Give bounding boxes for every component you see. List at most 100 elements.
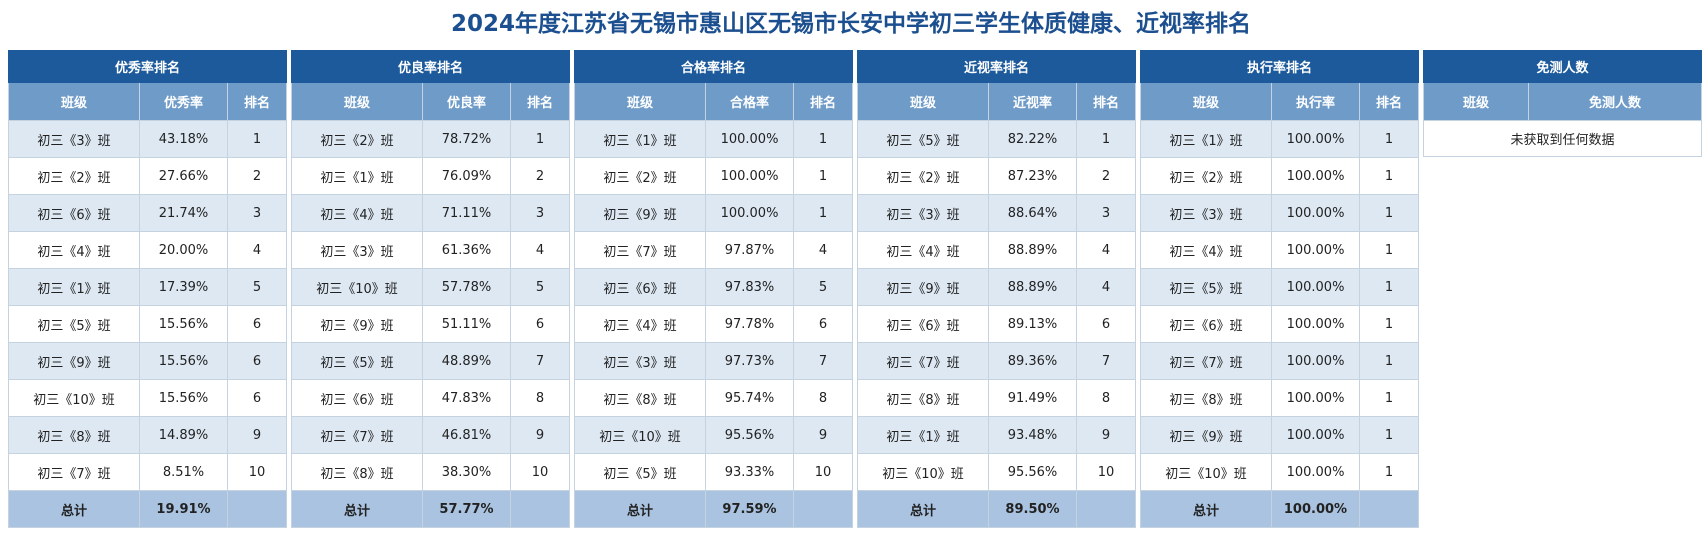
myopia-rate-caption: 近视率排名 [856,50,1137,83]
total-label: 总计 [8,490,140,528]
class-cell: 初三《4》班 [857,231,989,269]
class-cell: 初三《1》班 [574,120,706,158]
rate-cell: 51.11% [422,305,511,343]
table-row: 初三《10》班 95.56% 9 [574,416,854,454]
total-value: 19.91% [139,490,228,528]
column-header-rate: 合格率 [705,82,794,121]
rank-cell: 9 [226,416,288,454]
table-row: 初三《4》班 88.89% 4 [857,231,1137,269]
rank-cell: 6 [509,305,571,343]
table-row: 初三《5》班 100.00% 1 [1140,268,1420,306]
class-cell: 初三《6》班 [8,194,140,232]
execution-rate-panel: 执行率排名 班级 执行率 排名 初三《1》班 100.00% 1 初三《2》班 100… [1139,50,1420,528]
rank-cell: 1 [1358,453,1420,491]
rate-cell: 57.78% [422,268,511,306]
rate-cell: 20.00% [139,231,228,269]
table-row: 初三《7》班 100.00% 1 [1140,342,1420,380]
rate-cell: 100.00% [1271,194,1360,232]
table-row: 初三《10》班 15.56% 6 [8,379,288,417]
class-cell: 初三《6》班 [574,268,706,306]
empty-message: 未获取到任何数据 [1422,120,1702,157]
rank-cell: 1 [509,120,571,158]
rank-cell: 2 [1075,157,1137,195]
rate-cell: 43.18% [139,120,228,158]
class-cell: 初三《2》班 [1140,157,1272,195]
rank-cell: 2 [509,157,571,195]
rank-cell: 1 [1075,120,1137,158]
total-value: 100.00% [1271,490,1360,528]
class-cell: 初三《7》班 [8,453,140,491]
class-cell: 初三《10》班 [1140,453,1272,491]
rank-cell: 1 [1358,379,1420,417]
class-cell: 初三《9》班 [1140,416,1272,454]
class-cell: 初三《10》班 [574,416,706,454]
table-row: 初三《8》班 38.30% 10 [291,453,571,491]
class-cell: 初三《10》班 [291,268,423,306]
rate-cell: 100.00% [1271,231,1360,269]
class-cell: 初三《2》班 [574,157,706,195]
class-cell: 初三《2》班 [857,157,989,195]
table-row: 初三《2》班 100.00% 1 [574,157,854,195]
class-cell: 初三《4》班 [8,231,140,269]
exempt-count-table: 免测人数 班级 免测人数 未获取到任何数据 [1422,50,1702,157]
rank-cell: 4 [1075,231,1137,269]
total-row: 总计 89.50% [857,490,1137,528]
rate-cell: 95.74% [705,379,794,417]
column-header-rank: 排名 [509,82,571,121]
column-header-class: 班级 [857,82,989,121]
class-cell: 初三《7》班 [857,342,989,380]
table-row: 初三《4》班 97.78% 6 [574,305,854,343]
class-cell: 初三《5》班 [291,342,423,380]
rank-cell: 9 [792,416,854,454]
rank-cell: 6 [226,379,288,417]
table-row: 初三《1》班 100.00% 1 [1140,120,1420,158]
rate-cell: 38.30% [422,453,511,491]
class-cell: 初三《8》班 [1140,379,1272,417]
class-cell: 初三《9》班 [574,194,706,232]
rank-cell: 6 [226,305,288,343]
class-cell: 初三《7》班 [291,416,423,454]
column-header-class: 班级 [291,82,423,121]
class-cell: 初三《7》班 [574,231,706,269]
rate-cell: 93.33% [705,453,794,491]
table-row: 初三《10》班 100.00% 1 [1140,453,1420,491]
total-row: 总计 19.91% [8,490,288,528]
rate-cell: 100.00% [1271,120,1360,158]
total-rank-blank [509,490,571,528]
rank-cell: 1 [1358,231,1420,269]
myopia-rate-panel: 近视率排名 班级 近视率 排名 初三《5》班 82.22% 1 初三《2》班 87.2… [856,50,1137,528]
total-rank-blank [792,490,854,528]
total-row: 总计 97.59% [574,490,854,528]
rate-cell: 100.00% [705,157,794,195]
total-label: 总计 [857,490,989,528]
table-row: 初三《7》班 8.51% 10 [8,453,288,491]
rate-cell: 15.56% [139,379,228,417]
rank-cell: 5 [226,268,288,306]
table-row: 初三《9》班 100.00% 1 [574,194,854,232]
rate-cell: 100.00% [1271,305,1360,343]
rate-cell: 88.64% [988,194,1077,232]
class-cell: 初三《3》班 [1140,194,1272,232]
class-cell: 初三《3》班 [574,342,706,380]
class-cell: 初三《8》班 [574,379,706,417]
rank-cell: 10 [1075,453,1137,491]
table-row: 初三《2》班 78.72% 1 [291,120,571,158]
rate-cell: 100.00% [1271,268,1360,306]
table-row: 初三《6》班 21.74% 3 [8,194,288,232]
table-row: 初三《4》班 20.00% 4 [8,231,288,269]
rank-cell: 1 [1358,342,1420,380]
rank-cell: 1 [1358,157,1420,195]
total-rank-blank [226,490,288,528]
table-row: 初三《4》班 100.00% 1 [1140,231,1420,269]
table-row: 初三《6》班 97.83% 5 [574,268,854,306]
rank-cell: 1 [226,120,288,158]
class-cell: 初三《6》班 [291,379,423,417]
total-value: 89.50% [988,490,1077,528]
rate-cell: 71.11% [422,194,511,232]
rate-cell: 46.81% [422,416,511,454]
rate-cell: 61.36% [422,231,511,269]
table-row: 初三《8》班 100.00% 1 [1140,379,1420,417]
table-row: 初三《5》班 93.33% 10 [574,453,854,491]
total-row: 总计 100.00% [1140,490,1420,528]
ranking-panels: 优秀率排名 班级 优秀率 排名 初三《3》班 43.18% 1 初三《2》班 27.6… [0,46,1702,540]
